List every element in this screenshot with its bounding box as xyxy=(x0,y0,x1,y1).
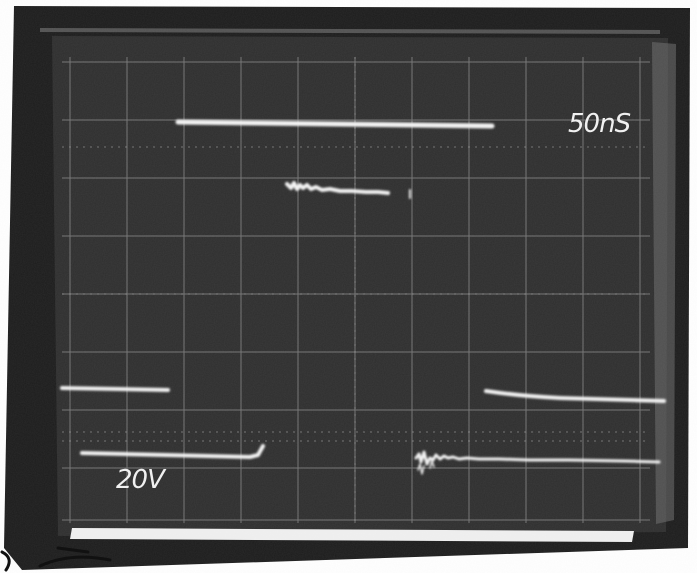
pen-mark xyxy=(0,546,112,572)
